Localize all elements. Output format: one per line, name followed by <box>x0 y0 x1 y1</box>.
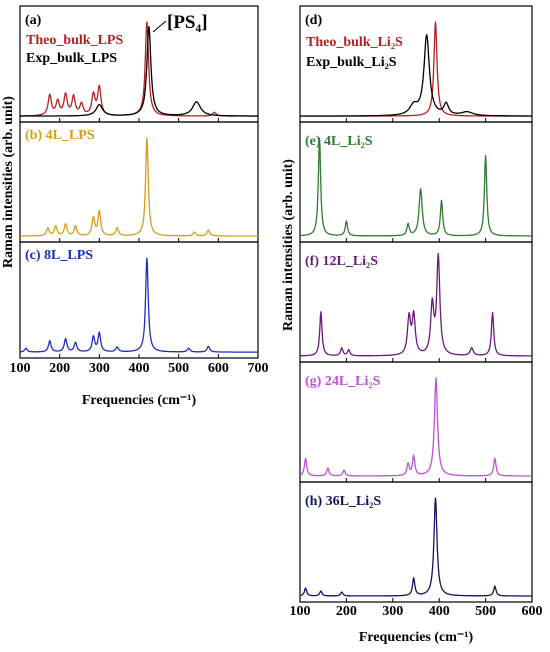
panel-label: (g) 24L_Li₂S <box>305 374 381 389</box>
annotation-pointer <box>152 20 167 33</box>
panel-f: (f) 12L_Li₂S <box>299 241 533 363</box>
x-tick-label: 500 <box>168 361 189 376</box>
panel-b: (b) 4L_LPS <box>19 121 259 243</box>
y-axis-label: Raman intensities (arb. unit) <box>1 96 16 268</box>
legend-entry: Exp_bulk_Li₂S <box>306 55 397 70</box>
series-line-36l-li-s <box>299 497 533 597</box>
series-line-exp-bulk-lps <box>19 25 259 117</box>
series-line-24l-li-s <box>299 377 533 477</box>
ps4-annotation: [PS₄] <box>167 12 208 33</box>
panel-label: (a) <box>25 13 42 28</box>
panel-g: (g) 24L_Li₂S <box>299 361 533 483</box>
x-tick-label: 300 <box>382 604 403 619</box>
left-chart: (a) Theo_bulk_LPS Exp_bulk_LPS [PS₄] (b) 4L_… <box>1 5 269 408</box>
x-tick-label: 200 <box>49 361 70 376</box>
series-line-4l-lps <box>19 137 259 237</box>
x-axis-label: Frequencies (cm⁻¹) <box>359 630 474 645</box>
x-tick-label: 400 <box>129 361 150 376</box>
legend-entry: Exp_bulk_LPS <box>26 51 117 66</box>
x-tick-label: 100 <box>290 604 311 619</box>
panel-h: (h) 36L_Li₂S <box>299 481 533 603</box>
right-chart: (d) Theo_bulk_Li₂S Exp_bulk_Li₂S (e) 4L_Li₂… <box>281 5 543 645</box>
series-line-8l-lps <box>19 257 259 353</box>
series-line-4l-li-s <box>299 137 533 237</box>
panel-a: (a) Theo_bulk_LPS Exp_bulk_LPS [PS₄] <box>19 5 259 123</box>
panel-label: (b) 4L_LPS <box>25 128 95 143</box>
panel-d: (d) Theo_bulk_Li₂S Exp_bulk_Li₂S <box>299 5 533 123</box>
panel-frame <box>299 481 533 603</box>
x-tick-label: 700 <box>248 361 269 376</box>
panel-label: (h) 36L_Li₂S <box>305 494 381 509</box>
x-tick-label: 400 <box>429 604 450 619</box>
panel-label: (c) 8L_LPS <box>25 248 93 263</box>
x-tick-label: 600 <box>208 361 229 376</box>
legend-entry: Theo_bulk_LPS <box>26 33 123 48</box>
x-tick-label: 600 <box>522 604 543 619</box>
panel-c: (c) 8L_LPS <box>19 241 259 359</box>
series-line-exp-bulk-li-s <box>299 34 533 117</box>
y-axis-label: Raman intensities (arb. unit) <box>281 159 296 331</box>
panel-e: (e) 4L_Li₂S <box>299 121 533 243</box>
x-tick-label: 500 <box>475 604 496 619</box>
x-axis-label: Frequencies (cm⁻¹) <box>82 393 197 408</box>
panel-label: (d) <box>305 13 322 28</box>
x-tick-label: 300 <box>89 361 110 376</box>
legend-entry: Theo_bulk_Li₂S <box>306 35 403 50</box>
series-line-12l-li-s <box>299 252 533 357</box>
panel-label: (e) 4L_Li₂S <box>305 134 373 149</box>
x-tick-label: 100 <box>10 361 31 376</box>
panel-label: (f) 12L_Li₂S <box>305 254 378 269</box>
x-tick-label: 200 <box>336 604 357 619</box>
